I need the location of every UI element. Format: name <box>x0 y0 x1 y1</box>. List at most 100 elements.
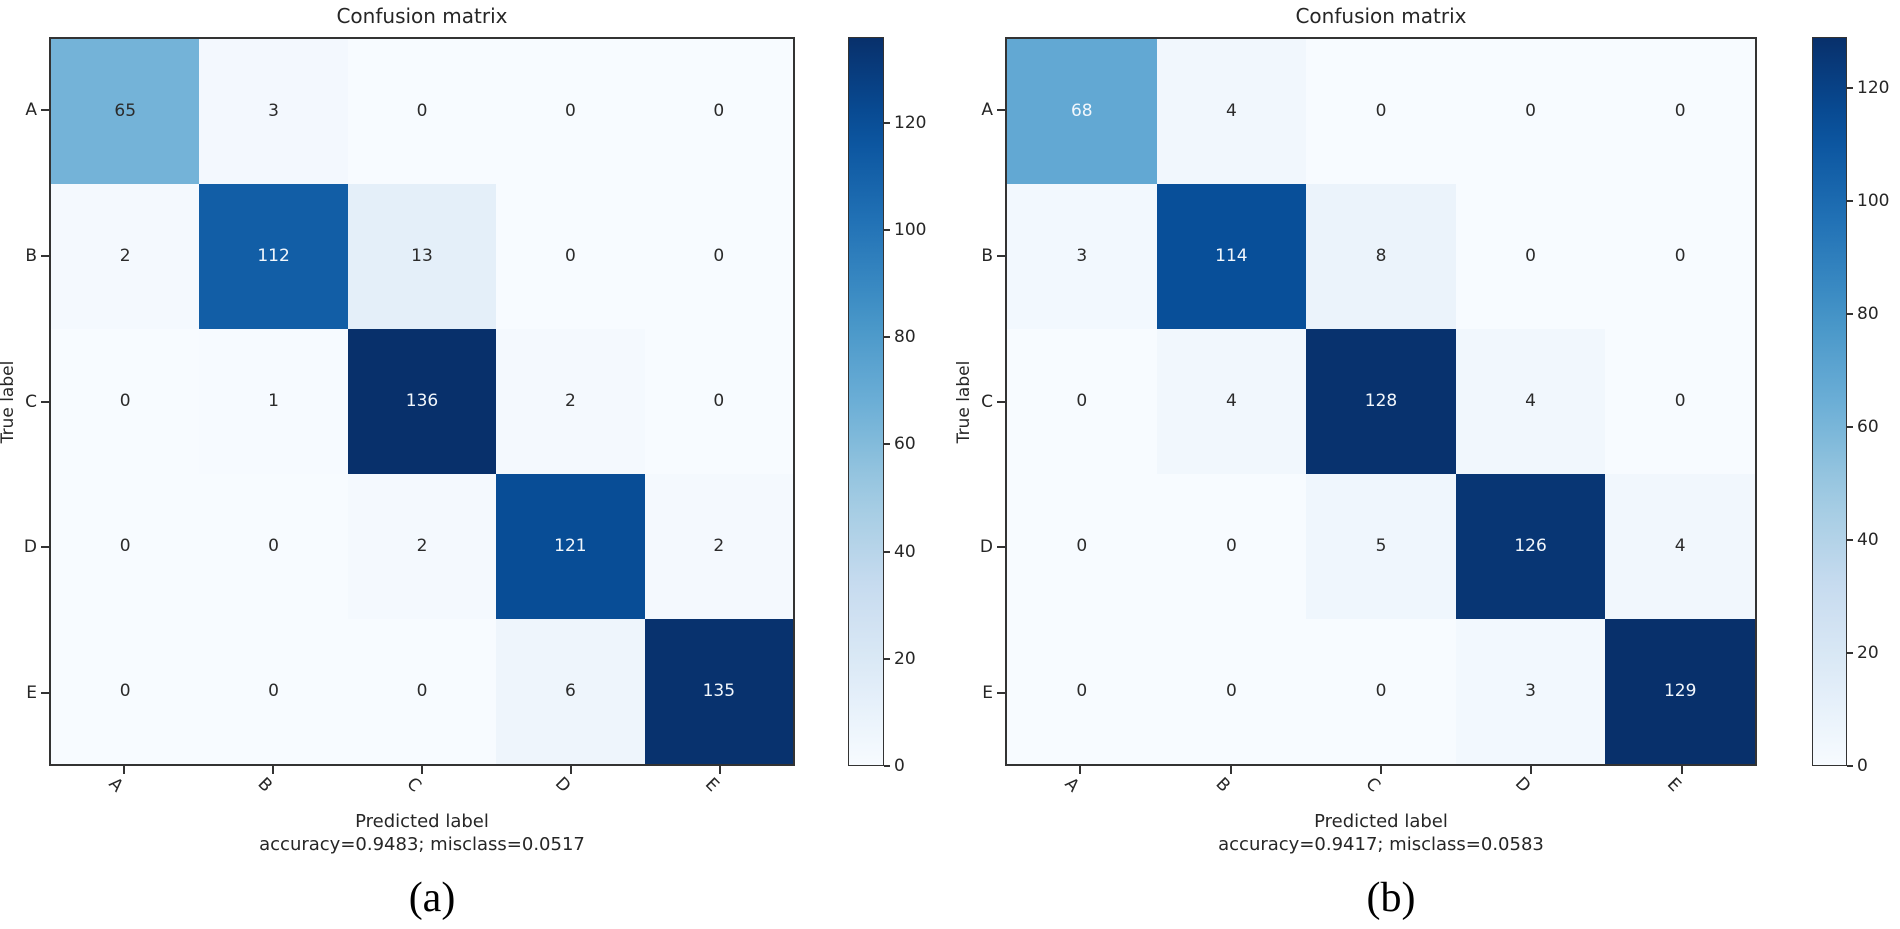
x-tick-label-A: A <box>104 773 127 797</box>
colorbar-tick-mark <box>884 121 890 124</box>
x-tick-mark <box>719 766 722 774</box>
cell-A-D: 0 <box>496 39 645 184</box>
chart-title: Confusion matrix <box>336 4 508 28</box>
y-tick-label-D: D <box>979 537 993 558</box>
colorbar-tick-mark <box>884 228 890 231</box>
colorbar-tick-mark <box>1847 312 1853 315</box>
y-tick-mark <box>41 108 49 111</box>
cell-D-C: 2 <box>347 474 497 619</box>
y-tick-mark <box>997 400 1005 403</box>
colorbar-tick-mark <box>1847 765 1853 767</box>
y-tick-label-C: C <box>25 391 37 412</box>
x-tick-label-C: C <box>1361 773 1385 797</box>
heatmap-grid: 68 4 0 0 0 3 114 8 0 0 0 4 128 4 0 0 0 5 126 4 0 0 0 3 129 <box>1005 37 1757 766</box>
x-tick-label-D: D <box>551 773 575 797</box>
x-axis-label: Predicted label <box>355 811 489 832</box>
colorbar-tick-mark <box>1847 425 1853 428</box>
cell-D-D: 121 <box>496 474 645 619</box>
y-tick-label-A: A <box>981 99 993 120</box>
colorbar-tick-mark <box>884 336 890 339</box>
y-tick-label-D: D <box>23 537 37 558</box>
x-tick-label-C: C <box>402 773 426 797</box>
cell-E-C: 0 <box>347 619 497 764</box>
x-tick-label-E: E <box>1662 774 1685 796</box>
colorbar-tick-mark <box>884 657 890 660</box>
y-tick-mark <box>41 692 49 695</box>
colorbar <box>848 37 884 766</box>
cell-E-B: 0 <box>1156 619 1307 764</box>
y-tick-label-E: E <box>26 683 37 704</box>
x-tick-mark <box>421 766 423 774</box>
cell-A-B: 3 <box>199 39 348 184</box>
y-tick-label-A: A <box>25 99 37 120</box>
cell-C-D: 4 <box>1455 329 1606 474</box>
y-tick-mark <box>41 546 49 549</box>
accuracy-text: accuracy=0.9417; misclass=0.0583 <box>1218 834 1544 855</box>
chart-title: Confusion matrix <box>1295 4 1467 28</box>
y-tick-label-C: C <box>981 391 993 412</box>
cell-B-D: 0 <box>496 184 645 329</box>
cell-C-E: 0 <box>644 329 793 474</box>
x-tick-mark <box>1680 766 1683 774</box>
cell-C-E: 0 <box>1605 329 1755 474</box>
y-tick-mark <box>41 254 49 257</box>
colorbar-tick-mark <box>1847 538 1853 541</box>
cell-A-B: 4 <box>1156 39 1307 184</box>
colorbar-tick-label-20: 20 <box>894 648 916 669</box>
y-tick-label-B: B <box>981 245 993 266</box>
colorbar-tick-mark <box>884 550 890 553</box>
cell-E-A: 0 <box>51 619 200 764</box>
x-tick-mark <box>271 766 274 774</box>
x-tick-label-B: B <box>253 773 276 797</box>
y-tick-mark <box>41 400 49 403</box>
colorbar-tick-label-20: 20 <box>1857 642 1879 663</box>
colorbar <box>1812 37 1847 766</box>
colorbar-tick-label-0: 0 <box>894 756 905 776</box>
cell-D-E: 2 <box>644 474 793 619</box>
cell-C-C: 128 <box>1306 329 1456 474</box>
colorbar-tick-label-120: 120 <box>1857 77 1890 98</box>
x-tick-mark <box>1380 766 1382 774</box>
y-tick-label-B: B <box>25 245 37 266</box>
x-tick-mark <box>1079 766 1082 774</box>
x-tick-label-A: A <box>1060 773 1084 797</box>
cell-B-E: 0 <box>644 184 793 329</box>
cell-E-D: 3 <box>1455 619 1606 764</box>
cell-B-D: 0 <box>1455 184 1606 329</box>
x-tick-label-E: E <box>701 774 724 796</box>
cell-B-B: 114 <box>1156 184 1307 329</box>
cell-E-A: 0 <box>1007 619 1157 764</box>
colorbar-tick-mark <box>884 443 890 446</box>
colorbar-tick-label-100: 100 <box>1857 190 1890 211</box>
subfigure-caption-a: (a) <box>408 875 456 921</box>
colorbar-tick-mark <box>884 765 890 767</box>
x-axis-label: Predicted label <box>1314 811 1448 832</box>
colorbar-tick-mark <box>1847 651 1853 654</box>
y-tick-mark <box>997 692 1005 695</box>
cell-C-A: 0 <box>1007 329 1157 474</box>
cell-A-E: 0 <box>644 39 793 184</box>
cell-B-C: 8 <box>1306 184 1456 329</box>
cell-B-A: 2 <box>51 184 200 329</box>
cell-A-A: 65 <box>51 39 200 184</box>
cell-D-B: 0 <box>199 474 348 619</box>
x-tick-mark <box>570 766 573 774</box>
cell-A-D: 0 <box>1455 39 1606 184</box>
cell-A-E: 0 <box>1605 39 1755 184</box>
cell-C-A: 0 <box>51 329 200 474</box>
cell-C-D: 2 <box>496 329 645 474</box>
colorbar-tick-mark <box>1847 86 1853 89</box>
cell-D-B: 0 <box>1156 474 1307 619</box>
cell-E-C: 0 <box>1306 619 1456 764</box>
cell-A-C: 0 <box>347 39 497 184</box>
cell-E-E: 135 <box>644 619 793 764</box>
cell-D-D: 126 <box>1455 474 1606 619</box>
cell-D-A: 0 <box>1007 474 1157 619</box>
cell-B-C: 13 <box>347 184 497 329</box>
cell-D-E: 4 <box>1605 474 1755 619</box>
cell-B-E: 0 <box>1605 184 1755 329</box>
colorbar-tick-mark <box>1847 199 1853 202</box>
x-tick-label-D: D <box>1511 773 1535 797</box>
cell-B-B: 112 <box>199 184 348 329</box>
